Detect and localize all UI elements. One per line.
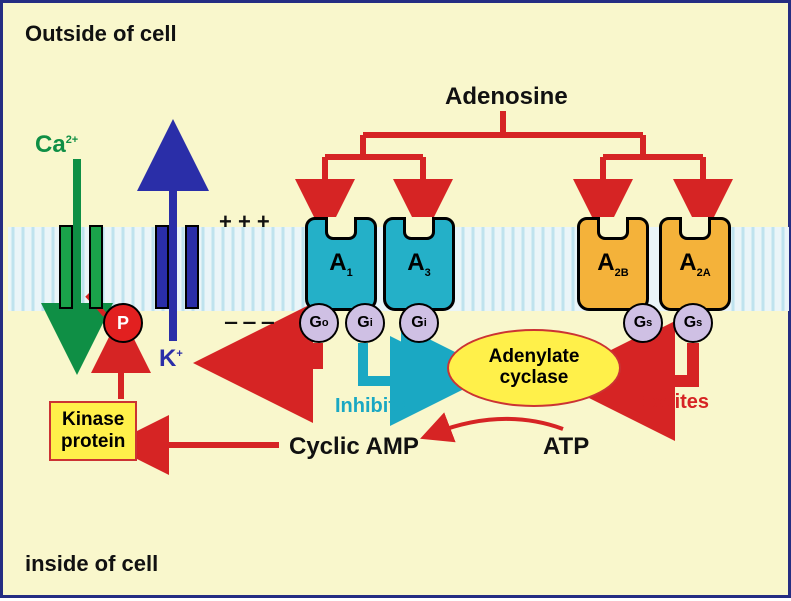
ca-channel-left bbox=[59, 225, 73, 309]
atp-label: ATP bbox=[543, 433, 589, 461]
receptor-notch bbox=[325, 217, 357, 240]
k-label: K+ bbox=[159, 345, 183, 373]
ca-channel-right bbox=[89, 225, 103, 309]
gprotein-gi2: Gi bbox=[399, 303, 439, 343]
g-sub: s bbox=[646, 317, 652, 329]
receptor-a2b: A2B bbox=[577, 217, 649, 311]
k-sup: + bbox=[176, 348, 182, 360]
adenosine-label: Adenosine bbox=[445, 83, 568, 111]
excites-label: Excites bbox=[639, 391, 709, 414]
gprotein-gi1: Gi bbox=[345, 303, 385, 343]
receptor-text: A bbox=[679, 249, 696, 276]
inhibits-label: Inhibits bbox=[335, 395, 406, 418]
receptor-notch bbox=[679, 217, 711, 240]
outside-label: Outside of cell bbox=[25, 21, 177, 47]
receptor-a2b-label: A2B bbox=[597, 249, 628, 279]
minus-row: ‒ ‒ ‒ bbox=[225, 309, 274, 335]
receptor-text: A bbox=[407, 249, 424, 276]
cyclic-amp-label: Cyclic AMP bbox=[289, 433, 419, 461]
receptor-notch bbox=[597, 217, 629, 240]
g-text: G bbox=[684, 314, 696, 332]
receptor-notch bbox=[403, 217, 435, 240]
k-channel-right bbox=[185, 225, 199, 309]
receptor-sub: 2B bbox=[615, 267, 629, 279]
g-sub: o bbox=[322, 317, 329, 329]
receptor-a1-label: A1 bbox=[329, 249, 352, 279]
receptor-a3-label: A3 bbox=[407, 249, 430, 279]
g-text: G bbox=[309, 314, 321, 332]
k-text: K bbox=[159, 345, 176, 372]
g-text: G bbox=[357, 314, 369, 332]
g-text: G bbox=[634, 314, 646, 332]
g-text: G bbox=[411, 314, 423, 332]
receptor-sub: 1 bbox=[347, 267, 353, 279]
ca-sup: 2+ bbox=[66, 134, 79, 146]
inside-label: inside of cell bbox=[25, 551, 158, 577]
phosphate-p: P bbox=[103, 303, 143, 343]
g-sub: i bbox=[424, 317, 427, 329]
kinase-protein-box: Kinase protein bbox=[49, 401, 137, 461]
gprotein-go: Go bbox=[299, 303, 339, 343]
ca-label: Ca2+ bbox=[35, 131, 78, 159]
receptor-a2a-label: A2A bbox=[679, 249, 710, 279]
receptor-sub: 2A bbox=[697, 267, 711, 279]
receptor-a2a: A2A bbox=[659, 217, 731, 311]
g-sub: s bbox=[696, 317, 702, 329]
gprotein-gs2: Gs bbox=[673, 303, 713, 343]
receptor-a1: A1 bbox=[305, 217, 377, 311]
adenylate-cyclase: Adenylate cyclase bbox=[447, 329, 621, 407]
ca-text: Ca bbox=[35, 131, 66, 158]
receptor-a3: A3 bbox=[383, 217, 455, 311]
receptor-text: A bbox=[329, 249, 346, 276]
k-channel-left bbox=[155, 225, 169, 309]
gprotein-gs1: Gs bbox=[623, 303, 663, 343]
g-sub: i bbox=[370, 317, 373, 329]
plus-row: + + + bbox=[219, 209, 270, 235]
receptor-sub: 3 bbox=[425, 267, 431, 279]
diagram-stage: Outside of cell inside of cell Adenosine… bbox=[0, 0, 791, 598]
receptor-text: A bbox=[597, 249, 614, 276]
